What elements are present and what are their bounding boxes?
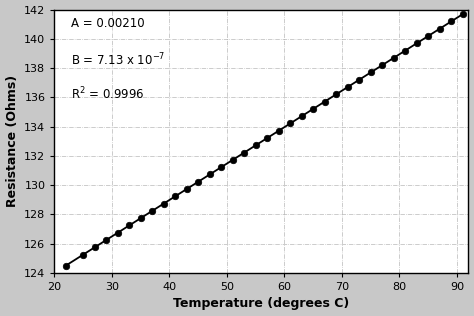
Point [332, 92, 340, 97]
Point [436, 26, 444, 31]
Point [264, 136, 271, 141]
Point [240, 150, 248, 155]
Point [148, 208, 156, 213]
Point [424, 33, 432, 39]
Point [401, 48, 409, 53]
Point [91, 245, 99, 250]
Point [344, 84, 351, 89]
Point [218, 165, 225, 170]
Point [378, 63, 386, 68]
Point [102, 238, 110, 243]
Point [275, 128, 283, 133]
Point [172, 194, 179, 199]
Point [114, 230, 121, 235]
Point [298, 114, 305, 119]
Point [62, 263, 70, 268]
Point [125, 223, 133, 228]
Point [286, 121, 294, 126]
Text: R$^2$ = 0.9996: R$^2$ = 0.9996 [71, 86, 145, 102]
Point [137, 216, 145, 221]
Point [79, 252, 87, 257]
Point [252, 143, 259, 148]
Text: A = 0.00210: A = 0.00210 [71, 17, 145, 30]
Text: B = 7.13 x 10$^{-7}$: B = 7.13 x 10$^{-7}$ [71, 52, 165, 68]
Y-axis label: Resistance (Ohms): Resistance (Ohms) [6, 75, 18, 207]
Point [160, 201, 167, 206]
Point [413, 41, 420, 46]
Point [194, 179, 202, 184]
Point [356, 77, 363, 82]
Point [459, 12, 466, 17]
Point [310, 106, 317, 112]
Point [183, 186, 191, 191]
Point [367, 70, 374, 75]
Point [390, 55, 398, 60]
Point [229, 157, 237, 162]
Point [321, 99, 328, 104]
Point [206, 172, 213, 177]
X-axis label: Temperature (degrees C): Temperature (degrees C) [173, 297, 349, 310]
Point [447, 19, 455, 24]
